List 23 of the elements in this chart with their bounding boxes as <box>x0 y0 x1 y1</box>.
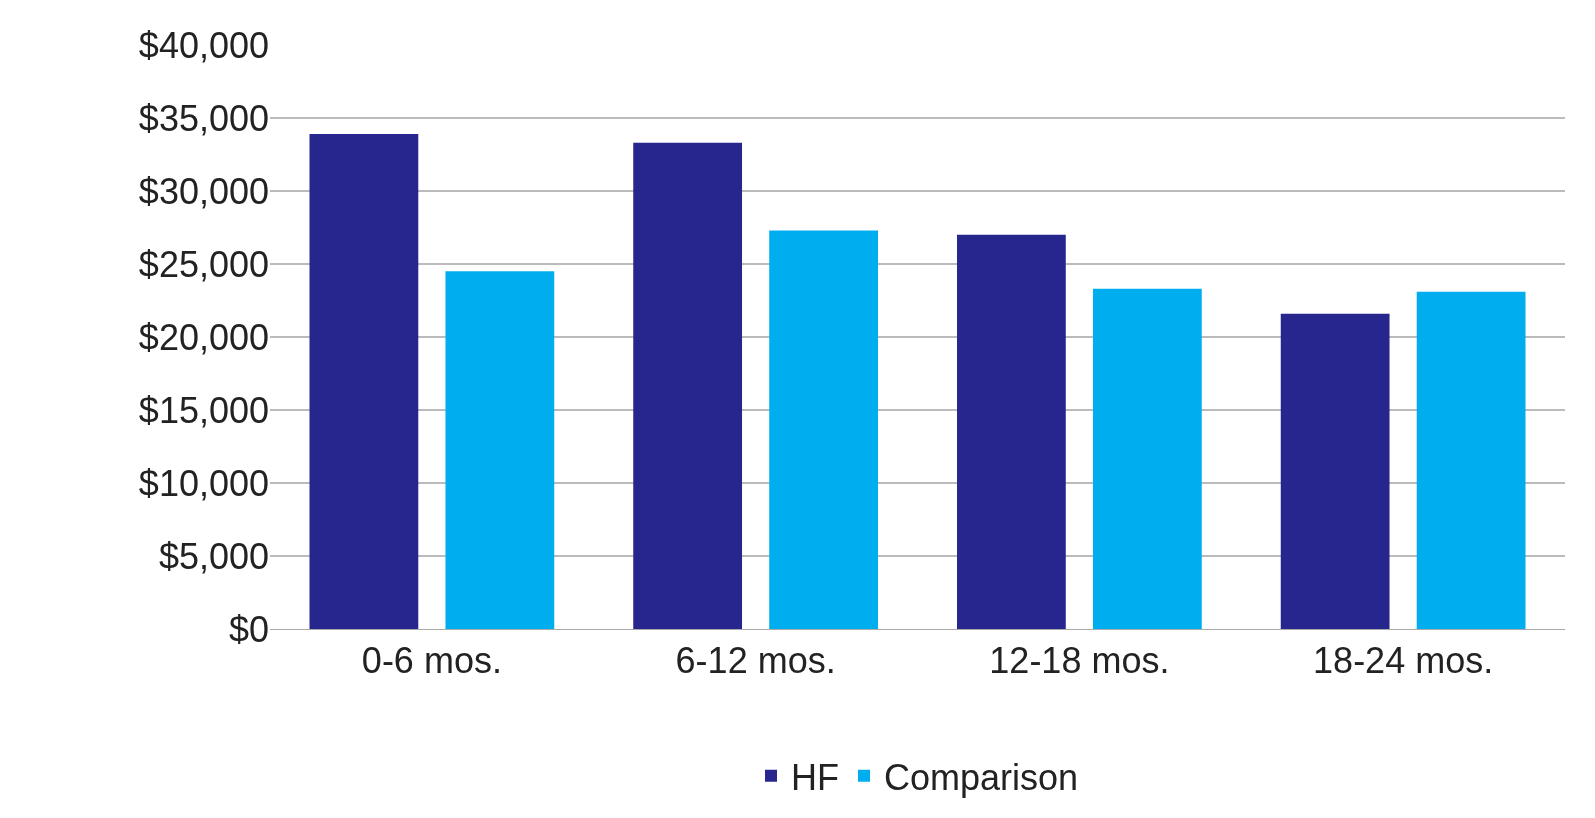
bar <box>1092 288 1202 629</box>
bar <box>445 271 555 629</box>
y-tick-label: $35,000 <box>138 97 269 139</box>
y-tick-label: $30,000 <box>138 170 269 212</box>
y-tick-label: $0 <box>228 608 269 650</box>
x-tick-label: 18-24 mos. <box>1313 640 1494 682</box>
y-tick-label: $25,000 <box>138 243 269 285</box>
x-tick-label: 6-12 mos. <box>675 640 836 682</box>
x-tick-label: 0-6 mos. <box>361 640 502 682</box>
y-tick-label: $15,000 <box>138 389 269 431</box>
legend-label: Comparison <box>884 756 1079 798</box>
bar <box>309 134 419 629</box>
bar <box>957 234 1066 629</box>
bar <box>1280 313 1390 629</box>
legend-label: HF <box>791 756 839 798</box>
bar <box>633 142 743 629</box>
y-tick-label: $5,000 <box>158 535 269 577</box>
y-tick-label: $40,000 <box>138 24 269 66</box>
x-tick-label: 12-18 mos. <box>989 640 1170 682</box>
bar <box>1416 291 1526 629</box>
bar <box>769 230 878 629</box>
y-tick-label: $20,000 <box>138 316 269 358</box>
y-tick-label: $10,000 <box>138 462 269 504</box>
